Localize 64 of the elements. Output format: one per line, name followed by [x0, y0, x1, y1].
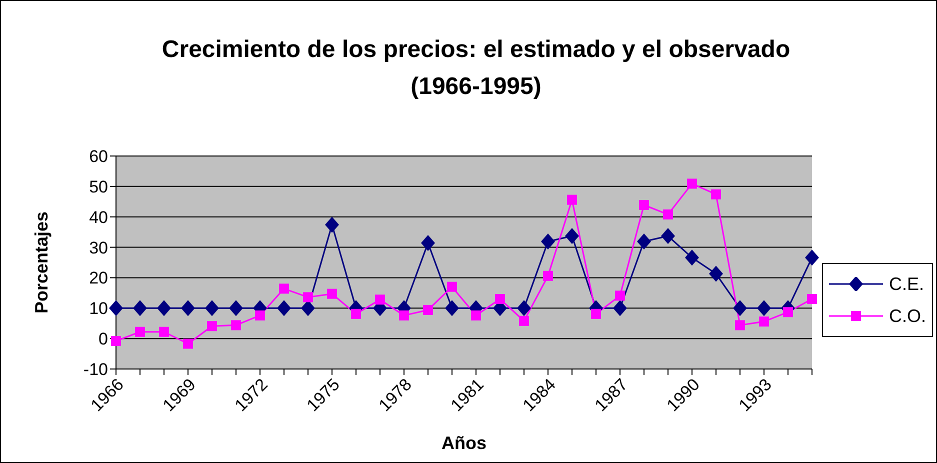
point	[183, 338, 193, 349]
y-tick-label: 0	[98, 330, 108, 349]
point	[732, 300, 747, 316]
point	[614, 290, 625, 301]
point	[159, 326, 169, 337]
point	[420, 235, 435, 252]
point	[804, 250, 819, 266]
point	[398, 310, 409, 320]
y-tick-label: 60	[89, 147, 108, 166]
point	[566, 194, 577, 205]
point	[230, 320, 241, 330]
point	[276, 300, 291, 316]
point	[756, 300, 771, 316]
y-tick-label: 20	[89, 268, 108, 288]
point	[374, 294, 385, 305]
point	[444, 300, 459, 316]
y-axis-title: Porcentajes	[31, 211, 52, 314]
point	[205, 300, 219, 316]
y-tick-label: -10	[83, 360, 108, 380]
point	[135, 326, 145, 337]
point	[494, 294, 505, 304]
point	[782, 307, 793, 318]
chart-title: Crecimiento de los precios: el estimado y el observado (1966-1995)	[160, 35, 792, 102]
x-axis-title: Años	[441, 433, 486, 453]
point	[564, 228, 579, 244]
point	[612, 300, 627, 316]
legend-label: C.E.	[888, 273, 924, 296]
point	[228, 300, 243, 316]
point	[662, 209, 673, 220]
point	[734, 320, 745, 330]
point	[324, 216, 339, 233]
point	[254, 310, 265, 320]
point	[350, 308, 361, 319]
y-tick-label: 40	[89, 208, 108, 227]
point	[684, 250, 699, 266]
point	[758, 316, 769, 327]
point	[133, 300, 147, 316]
point	[590, 308, 601, 319]
point	[638, 200, 649, 210]
point	[470, 310, 481, 320]
point	[710, 189, 721, 200]
y-tick-label: 50	[89, 177, 108, 196]
point	[300, 300, 315, 316]
point	[542, 270, 553, 281]
point	[326, 288, 337, 299]
point	[157, 300, 171, 316]
legend-label: C.O.	[888, 305, 926, 328]
point	[181, 300, 195, 316]
y-tick-label: 30	[89, 238, 108, 258]
y-tick-label: 10	[89, 299, 108, 318]
point	[708, 266, 723, 282]
point	[109, 300, 123, 316]
point	[207, 321, 217, 332]
point	[686, 178, 697, 189]
point	[660, 228, 675, 244]
point	[278, 284, 289, 294]
point	[518, 316, 529, 326]
point	[636, 234, 651, 250]
point	[540, 234, 555, 250]
point	[302, 292, 313, 302]
point	[422, 304, 433, 315]
point	[446, 282, 457, 292]
point	[806, 294, 817, 304]
point	[516, 300, 531, 316]
